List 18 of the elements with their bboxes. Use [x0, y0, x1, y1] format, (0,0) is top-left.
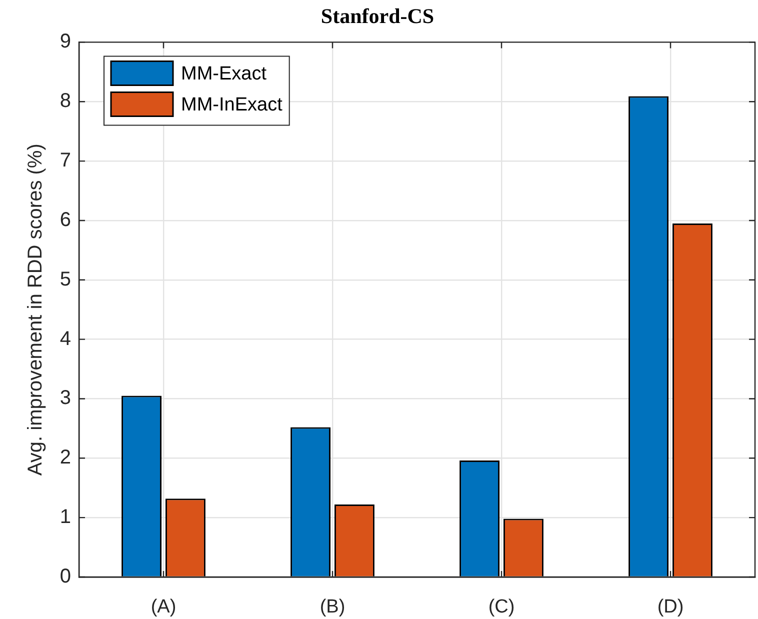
legend-label: MM-InExact: [181, 94, 284, 116]
y-tick-label: 5: [60, 268, 71, 290]
legend-label: MM-Exact: [181, 63, 268, 84]
y-tick-label: 0: [60, 566, 71, 588]
y-axis-title: Avg. improvement in RDD scores (%): [24, 144, 47, 476]
x-tick-label: (B): [320, 596, 346, 618]
y-tick-label: 9: [60, 30, 71, 53]
y-tick-label: 1: [60, 506, 71, 528]
x-tick-label: (D): [657, 596, 684, 618]
y-tick-label: 2: [60, 446, 71, 469]
y-tick-label: 7: [60, 150, 71, 172]
y-tick-label: 8: [60, 90, 71, 112]
x-tick-label: (A): [150, 596, 176, 618]
y-tick-label: 3: [60, 387, 71, 410]
y-tick-label: 6: [60, 208, 71, 231]
chart-title: Stanford-CS: [320, 4, 434, 28]
y-tick-label: 4: [60, 328, 71, 350]
x-tick-label: (C): [488, 596, 515, 618]
